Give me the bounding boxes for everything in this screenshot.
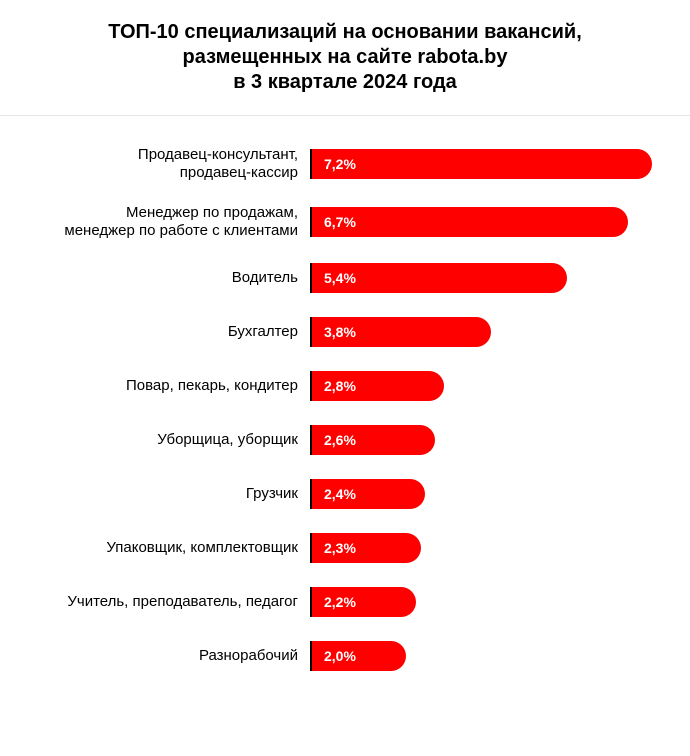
bar: 6,7% xyxy=(312,207,628,237)
bar-area: 2,6% xyxy=(310,425,660,455)
page: ТОП-10 специализаций на основании ваканс… xyxy=(0,0,690,756)
title-line-2: размещенных на сайте rabota.by xyxy=(30,45,660,70)
category-label-line1: Бухгалтер xyxy=(30,323,298,341)
category-label-line2: продавец-кассир xyxy=(30,164,298,182)
category-label-line1: Продавец-консультант, xyxy=(30,146,298,164)
bar-area: 2,3% xyxy=(310,533,660,563)
bar-value-label: 7,2% xyxy=(312,156,356,172)
bar-value-label: 5,4% xyxy=(312,270,356,286)
category-label: Бухгалтер xyxy=(30,323,310,341)
bar-value-label: 2,3% xyxy=(312,540,356,556)
bar-area: 5,4% xyxy=(310,263,660,293)
chart-title: ТОП-10 специализаций на основании ваканс… xyxy=(0,0,690,116)
bar-value-label: 6,7% xyxy=(312,214,356,230)
chart-row: Повар, пекарь, кондитер 2,8% xyxy=(30,370,660,402)
category-label: Повар, пекарь, кондитер xyxy=(30,377,310,395)
category-label-line1: Грузчик xyxy=(30,485,298,503)
category-label-line2: менеджер по работе с клиентами xyxy=(30,222,298,240)
chart-row: Упаковщик, комплектовщик 2,3% xyxy=(30,532,660,564)
bar-area: 6,7% xyxy=(310,207,660,237)
title-line-3: в 3 квартале 2024 года xyxy=(30,70,660,95)
bar-area: 2,0% xyxy=(310,641,660,671)
title-line-1: ТОП-10 специализаций на основании ваканс… xyxy=(30,20,660,45)
category-label-line1: Упаковщик, комплектовщик xyxy=(30,539,298,557)
category-label-line1: Разнорабочий xyxy=(30,647,298,665)
bar-value-label: 2,0% xyxy=(312,648,356,664)
bar-area: 3,8% xyxy=(310,317,660,347)
category-label: Продавец-консультант,продавец-кассир xyxy=(30,146,310,182)
category-label: Разнорабочий xyxy=(30,647,310,665)
category-label: Уборщица, уборщик xyxy=(30,431,310,449)
category-label: Менеджер по продажам,менеджер по работе … xyxy=(30,204,310,240)
category-label-line1: Повар, пекарь, кондитер xyxy=(30,377,298,395)
chart-row: Менеджер по продажам,менеджер по работе … xyxy=(30,204,660,240)
bar: 3,8% xyxy=(312,317,491,347)
bar: 2,4% xyxy=(312,479,425,509)
bar-area: 2,8% xyxy=(310,371,660,401)
chart-row: Разнорабочий 2,0% xyxy=(30,640,660,672)
bar-chart: Продавец-консультант,продавец-кассир7,2%… xyxy=(0,116,690,704)
chart-row: Грузчик 2,4% xyxy=(30,478,660,510)
bar: 2,3% xyxy=(312,533,421,563)
bar-area: 2,4% xyxy=(310,479,660,509)
bar: 2,6% xyxy=(312,425,435,455)
category-label-line1: Уборщица, уборщик xyxy=(30,431,298,449)
category-label-line1: Водитель xyxy=(30,269,298,287)
bar: 7,2% xyxy=(312,149,652,179)
bar-value-label: 2,2% xyxy=(312,594,356,610)
bar-area: 7,2% xyxy=(310,149,660,179)
category-label-line1: Менеджер по продажам, xyxy=(30,204,298,222)
category-label: Водитель xyxy=(30,269,310,287)
bar: 5,4% xyxy=(312,263,567,293)
bar: 2,2% xyxy=(312,587,416,617)
chart-row: Водитель 5,4% xyxy=(30,262,660,294)
category-label: Учитель, преподаватель, педагог xyxy=(30,593,310,611)
bar: 2,0% xyxy=(312,641,406,671)
bar: 2,8% xyxy=(312,371,444,401)
category-label: Упаковщик, комплектовщик xyxy=(30,539,310,557)
bar-value-label: 2,6% xyxy=(312,432,356,448)
category-label-line1: Учитель, преподаватель, педагог xyxy=(30,593,298,611)
category-label: Грузчик xyxy=(30,485,310,503)
chart-row: Уборщица, уборщик 2,6% xyxy=(30,424,660,456)
bar-area: 2,2% xyxy=(310,587,660,617)
chart-row: Бухгалтер 3,8% xyxy=(30,316,660,348)
chart-row: Продавец-консультант,продавец-кассир7,2% xyxy=(30,146,660,182)
bar-value-label: 2,4% xyxy=(312,486,356,502)
bar-value-label: 2,8% xyxy=(312,378,356,394)
bar-value-label: 3,8% xyxy=(312,324,356,340)
chart-row: Учитель, преподаватель, педагог 2,2% xyxy=(30,586,660,618)
